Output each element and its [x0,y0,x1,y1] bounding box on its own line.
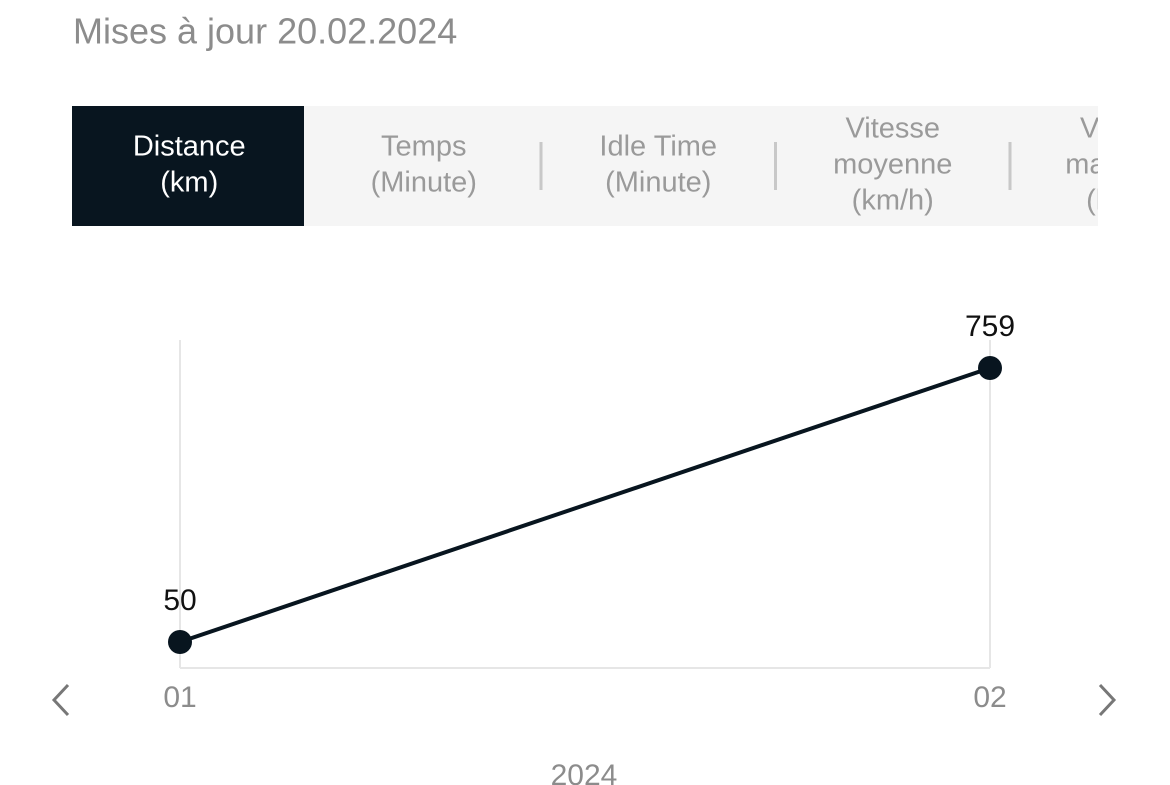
tab[interactable]: Temps (Minute) [371,131,477,199]
tab-label: Distance [133,131,246,163]
tab-label: maximale [1065,149,1170,181]
tab-label: (Minute) [371,167,477,199]
tabs: Distance (km) Temps (Minute) Idle Time (Minut… [72,106,1170,226]
tab-label: moyenne [833,149,952,181]
tab-label: (km/h) [1086,185,1168,217]
tab[interactable]: Distance (km) [72,106,304,226]
tab[interactable]: Vitesse moyenne (km/h) [774,113,953,217]
next-arrow[interactable] [1098,683,1117,717]
chart: 01 02 50 759 2024 [163,310,1015,785]
tab-label: (km/h) [852,185,934,217]
tab-label: Idle Time [599,131,717,163]
tab-label: (km) [160,167,218,199]
data-label: 50 [163,584,196,617]
point [168,630,192,654]
tab-label: Vitesse [1080,113,1170,145]
x-axis-title: 2024 [551,759,618,785]
updated-title: Mises à jour 20.02.2024 [73,11,457,52]
line [179,366,991,644]
x-tick-label: 01 [163,681,196,714]
tab[interactable]: Vitesse maximale (km/h) [1008,113,1170,217]
tab[interactable]: Idle Time (Minute) [539,131,717,199]
point [978,356,1002,380]
x-tick-label: 02 [973,681,1006,714]
tab-label: Vitesse [845,113,940,145]
tab-active-bg [72,106,304,226]
prev-arrow[interactable] [51,683,70,717]
tab-label: (Minute) [605,167,711,199]
tab-label: Temps [381,131,466,163]
data-label: 759 [965,310,1015,343]
